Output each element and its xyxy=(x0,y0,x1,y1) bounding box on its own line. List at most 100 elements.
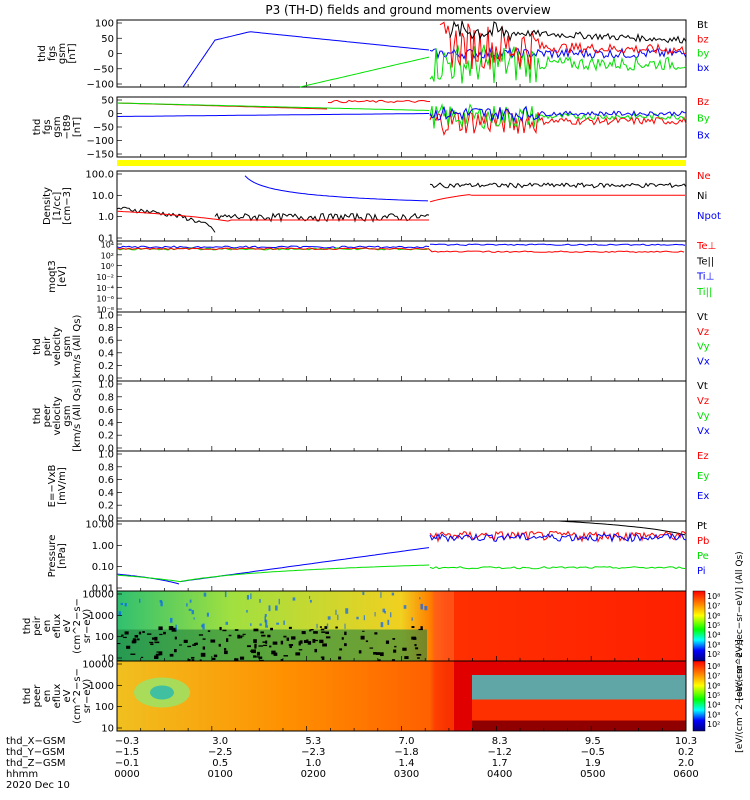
xaxis-tick-label: 10.3 xyxy=(675,736,697,747)
temperature-legend-Te⊥: Te⊥ xyxy=(696,241,716,252)
peir-spectrogram-speckle xyxy=(253,655,257,658)
peir-spectrogram-speckle xyxy=(414,644,417,647)
fgs-model-ylabel: −t89 xyxy=(62,114,73,139)
peir-spectrogram-speckle xyxy=(335,609,337,615)
peir-spectrogram-speckle xyxy=(249,650,255,652)
xaxis-tick-label: 0100 xyxy=(207,769,232,780)
peer-spectrogram-ylabel: (cm^2−s− xyxy=(72,668,83,724)
peir-spectrogram-speckle xyxy=(309,595,311,599)
peer-velocity-ylabel: peer xyxy=(42,404,53,428)
peir-spectrogram-speckle xyxy=(240,635,245,637)
peir-spectrogram-cbar-tick: 10² xyxy=(707,650,720,659)
peir-spectrogram-speckle xyxy=(306,639,309,641)
peir-spectrogram-speckle xyxy=(298,649,303,651)
fgs-model-legend-Bx: Bx xyxy=(697,130,710,141)
peir-spectrogram-speckle xyxy=(374,632,378,635)
peir-velocity-ylabel: thd xyxy=(32,338,43,355)
peer-spectrogram-cyan-band xyxy=(472,675,686,700)
xaxis-tick-label: −2.3 xyxy=(301,747,325,758)
peir-spectrogram-speckle xyxy=(276,622,280,625)
peir-spectrogram-speckle xyxy=(393,649,397,653)
peir-spectrogram-speckle xyxy=(120,602,123,605)
peir-spectrogram-speckle xyxy=(301,631,306,635)
xaxis-tick-label: 7.0 xyxy=(399,736,415,747)
peir-spectrogram-speckle xyxy=(265,640,268,644)
peer-spectrogram-cbar-tick: 10⁶ xyxy=(707,681,720,690)
pressure-ytick-label: 1.00 xyxy=(92,541,114,552)
peer-velocity-frame xyxy=(116,380,687,452)
peir-spectrogram-speckle xyxy=(117,643,121,645)
peir-velocity-ylabel: peir xyxy=(42,336,53,356)
peir-spectrogram-speckle xyxy=(339,648,343,651)
temperature-ytick-label: 10⁻⁴ xyxy=(96,284,114,293)
peir-spectrogram-speckle xyxy=(309,599,312,603)
peir-spectrogram-speckle xyxy=(118,611,122,616)
peir-spectrogram-speckle xyxy=(338,656,342,660)
peer-velocity-ytick-label: 0.2 xyxy=(98,431,114,442)
peir-spectrogram-speckle xyxy=(126,645,131,649)
fgs-model-ylabel: gsm xyxy=(52,116,63,137)
fgs-legend-bz: bz xyxy=(697,34,709,45)
peir-spectrogram-speckle xyxy=(258,656,263,659)
efield-legend-Ey: Ey xyxy=(697,471,709,482)
peir-spectrogram-speckle xyxy=(337,614,339,621)
fgs-model-legend-By: By xyxy=(697,114,710,125)
peir-spectrogram-speckle xyxy=(256,651,260,656)
peir-spectrogram-speckle xyxy=(195,642,198,646)
efield-ytick-label: 1.0 xyxy=(98,450,114,461)
xaxis-tick-label: 3.0 xyxy=(212,736,228,747)
peir-spectrogram-speckle xyxy=(201,624,204,628)
peir-spectrogram-cbar-tick: 10³ xyxy=(707,640,720,649)
peir-spectrogram-speckle xyxy=(219,626,222,631)
xaxis-tick-label: 0200 xyxy=(301,769,326,780)
peir-spectrogram-speckle xyxy=(250,623,252,626)
xaxis-tick-label: 1.7 xyxy=(492,758,508,769)
date-label: 2020 Dec 10 xyxy=(6,780,70,791)
peer-velocity-legend-Vy: Vy xyxy=(697,411,710,422)
density-trace-npot xyxy=(244,175,429,202)
fgs-trace-bx xyxy=(182,31,430,88)
xaxis-tick-label: 0.5 xyxy=(212,758,228,769)
peir-spectrogram-speckle xyxy=(154,636,158,641)
density-legend-Ne: Ne xyxy=(697,171,711,182)
peir-spectrogram-speckle xyxy=(154,641,160,644)
peir-spectrogram-speckle xyxy=(283,655,289,657)
peir-spectrogram-speckle xyxy=(363,615,365,621)
fgs-frame xyxy=(116,19,687,88)
yellow-flag-bar xyxy=(117,160,686,166)
density-ylabel: [cm−3] xyxy=(62,187,73,225)
peer-spectrogram-ylabel: peer xyxy=(32,684,43,708)
peir-spectrogram-speckle xyxy=(225,621,229,625)
efield-ytick-label: 0.4 xyxy=(98,488,114,499)
peir-spectrogram-speckle xyxy=(375,652,380,655)
peer-spectrogram-ylabel: eflux xyxy=(52,684,63,709)
peir-spectrogram-speckle xyxy=(207,630,211,632)
peir-spectrogram-speckle xyxy=(309,629,312,632)
peir-spectrogram-speckle xyxy=(202,646,206,650)
peir-spectrogram-speckle xyxy=(202,638,206,640)
peir-spectrogram-speckle xyxy=(298,641,301,646)
peir-velocity-legend-Vt: Vt xyxy=(697,312,708,323)
peer-spectrogram-cbar-label: [eV/(cm^2−sec−sr−eV)] xyxy=(735,639,745,753)
peer-velocity-ytick-label: 0.6 xyxy=(98,405,114,416)
peir-spectrogram-transition xyxy=(434,591,454,661)
pressure-frame xyxy=(116,520,687,592)
xaxis-row-label-3: thd_Z−GSM xyxy=(6,758,66,769)
temperature-trace-ti-perp xyxy=(430,243,686,247)
peir-spectrogram-speckle xyxy=(258,645,264,647)
temperature-trace-te-perp xyxy=(116,247,685,254)
xaxis-tick-label: 0300 xyxy=(394,769,419,780)
peir-velocity-legend-Vy: Vy xyxy=(697,342,710,353)
fgs-model-ylabel: thd xyxy=(32,119,43,136)
peer-velocity-legend-Vz: Vz xyxy=(697,396,709,407)
peir-spectrogram-cbar-label: [eV/(cm^2−sec−sr−eV)] (All Qs) xyxy=(735,551,745,700)
xaxis-labels: thd_X−GSM thd_Y−GSM thd_Z−GSM hhmm 2020 … xyxy=(6,736,70,791)
peir-spectrogram-speckle xyxy=(394,645,397,648)
peir-spectrogram-ylabel: eflux xyxy=(52,614,63,639)
peir-spectrogram-speckle xyxy=(380,592,382,598)
peir-spectrogram-speckle xyxy=(319,626,322,628)
peir-spectrogram-speckle xyxy=(303,640,309,644)
peir-spectrogram-speckle xyxy=(404,656,409,660)
peir-velocity-ylabel: gsm xyxy=(62,336,73,357)
